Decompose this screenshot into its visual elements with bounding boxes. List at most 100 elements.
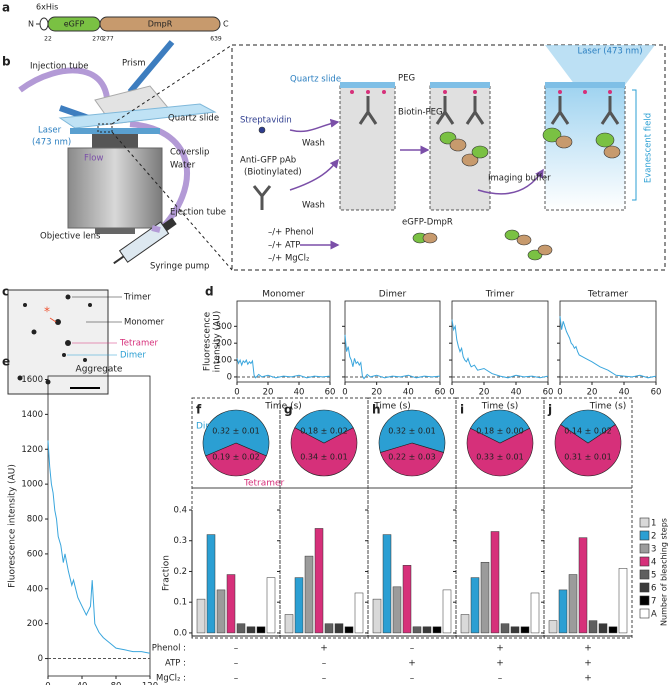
label: Trimer (123, 293, 151, 303)
bar (598, 623, 608, 634)
bar (558, 589, 568, 634)
assembly-diagram (231, 44, 666, 271)
plot-frame (236, 300, 331, 383)
bar (266, 577, 276, 634)
trace (344, 334, 441, 380)
bar (422, 626, 432, 634)
treatment-label: MgCl₂ : (156, 674, 186, 684)
bar (402, 565, 412, 634)
chart-title: Aggregate (76, 365, 123, 375)
value-label: 0.34 ± 0.01 (300, 453, 347, 462)
category-label: Tetramer (243, 479, 285, 489)
y-tick-label: 1600 (21, 375, 43, 385)
treatment: – (322, 659, 327, 669)
value-label: 0.22 ± 0.03 (388, 453, 435, 462)
legend-label: 3 (651, 545, 656, 555)
label: C (223, 20, 229, 29)
legend-label: 4 (651, 558, 656, 568)
pie-slice (378, 409, 446, 453)
label: Dimer (120, 351, 146, 361)
x-tick-label: 0 (449, 388, 454, 398)
bar (578, 537, 588, 634)
setup-drawing (18, 40, 233, 271)
treatment: – (410, 644, 415, 654)
marker: * (44, 305, 50, 319)
treatment: – (234, 644, 239, 654)
label: Coverslip (170, 148, 209, 158)
label: Anti-GFP pAb (240, 156, 296, 166)
chart-title: Trimer (485, 290, 515, 300)
treatment: – (322, 674, 327, 684)
panel-box (543, 487, 633, 639)
value-label: 0.32 ± 0.01 (388, 427, 435, 436)
treatment: + (584, 644, 592, 654)
value-label: 0.19 ± 0.02 (212, 453, 259, 462)
bar (470, 577, 480, 634)
y-tick-label: 0.0 (173, 628, 187, 638)
x-tick-label: 20 (263, 388, 274, 398)
panel-box (543, 397, 633, 489)
bar (490, 531, 500, 634)
legend-swatch (639, 608, 650, 619)
bar (324, 623, 334, 634)
plot-frame (344, 300, 441, 383)
label: (473 nm) (32, 138, 71, 148)
treatment-label: ATP : (165, 659, 186, 669)
label: Biotin-PEG (398, 108, 443, 118)
bar (432, 626, 442, 634)
treatment-label: Phenol : (152, 644, 186, 654)
label: Objective lens (40, 232, 101, 242)
panel-label: e (2, 355, 10, 369)
label: 6xHis (36, 3, 58, 12)
y-tick-label: 200 (27, 619, 43, 629)
pie-slice (294, 409, 354, 444)
label: Laser (38, 126, 62, 136)
legend-swatch (639, 569, 650, 580)
bar (392, 586, 402, 634)
bar (442, 589, 452, 634)
x-tick-label: 60 (543, 388, 554, 398)
x-tick-label: 40 (403, 388, 414, 398)
value-label: 0.31 ± 0.01 (564, 453, 611, 462)
legend-label: 1 (651, 519, 656, 529)
y-axis-label: Fraction (162, 555, 172, 591)
bar (236, 623, 246, 634)
legend-title: Number of bleaching steps (660, 518, 668, 626)
label: eGFP-DmpR (402, 218, 453, 228)
y-tick-label: 0 (38, 654, 43, 664)
pie-slice (205, 442, 267, 477)
pie-slice (380, 442, 444, 477)
label: Wash (302, 139, 325, 149)
treatment: + (320, 644, 328, 654)
trace (47, 440, 151, 654)
pie-slice (202, 409, 270, 457)
plot-frame (47, 375, 151, 677)
position-label: 277 (102, 36, 114, 43)
pie-slice (554, 424, 622, 477)
label: –/+ Phenol (268, 228, 314, 238)
trace (451, 319, 549, 379)
bar (412, 626, 422, 634)
legend-swatch (639, 556, 650, 567)
bar (284, 614, 294, 634)
treatment: + (496, 644, 504, 654)
x-tick-label: 60 (435, 388, 446, 398)
category-label: Dimer (196, 422, 224, 432)
value-label: 0.32 ± 0.01 (212, 427, 259, 436)
x-tick-label: 20 (371, 388, 382, 398)
treatment: – (234, 674, 239, 684)
label: –/+ MgCl₂ (268, 254, 309, 264)
legend-swatch (639, 530, 650, 541)
x-axis-label: Time (s) (264, 402, 302, 412)
bar (206, 534, 216, 634)
label: Laser (473 nm) (577, 47, 642, 57)
panel-label: i (460, 403, 464, 417)
legend-swatch (639, 582, 650, 593)
pie-slice (560, 409, 616, 444)
label: Quartz slide (168, 114, 219, 124)
label: Quartz slide (290, 75, 341, 85)
label: –/+ ATP (268, 241, 300, 251)
panel-label: g (284, 403, 293, 417)
y-tick-label: 0 (227, 372, 232, 382)
panel-label: c (2, 285, 9, 299)
